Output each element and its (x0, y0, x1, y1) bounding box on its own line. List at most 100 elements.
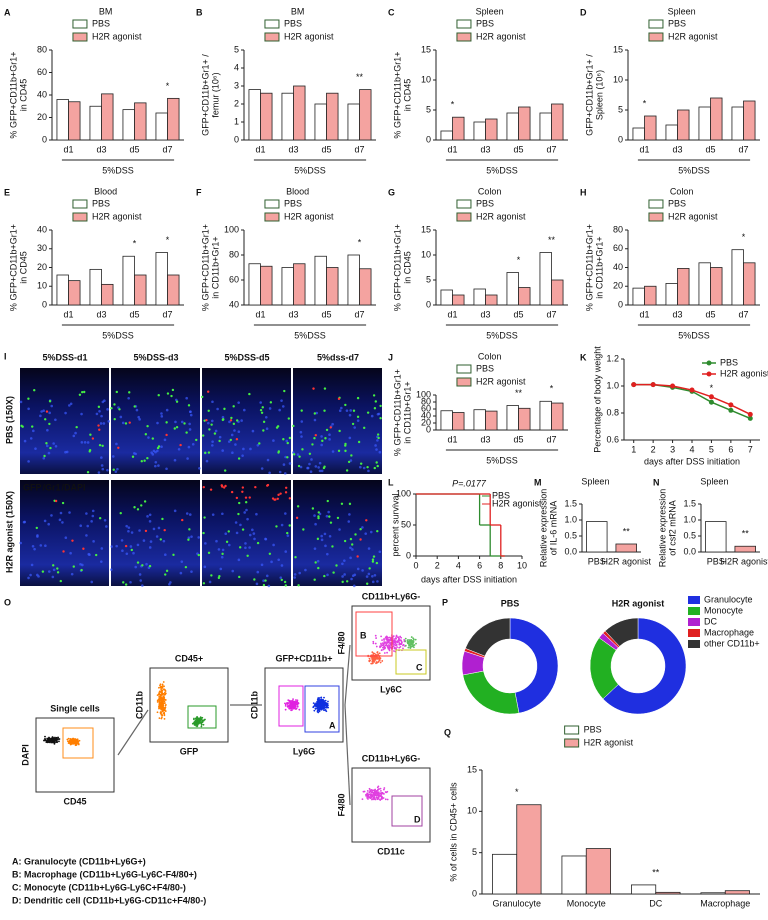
dapi-nucleus (288, 462, 292, 465)
event-dot (284, 703, 287, 706)
panel-letter: L (388, 477, 394, 487)
event-dot (369, 790, 371, 793)
dapi-nucleus (100, 547, 104, 550)
event-dot (382, 648, 385, 651)
event-dot (388, 648, 391, 650)
event-dot (193, 717, 195, 720)
dapi-nucleus (85, 512, 88, 515)
dapi-nucleus (189, 413, 193, 417)
chart-title: Blood (94, 186, 117, 196)
event-dot (292, 698, 294, 701)
plot-title: GFP+CD11b+ (275, 653, 332, 663)
dapi-nucleus (374, 444, 377, 447)
panel-letter: D (580, 7, 587, 17)
y-tick-label: 50 (401, 519, 411, 529)
dapi-nucleus (253, 537, 256, 541)
gfp-cell (371, 558, 375, 561)
event-dot (395, 637, 398, 640)
gr1-cell (241, 486, 245, 489)
micrograph (202, 480, 291, 586)
y-tick-label: 1.0 (606, 380, 619, 390)
gr1-cell (359, 538, 362, 541)
dapi-nucleus (231, 569, 235, 573)
gate-label: D (414, 814, 421, 824)
x-tick-label: d5 (129, 144, 139, 154)
event-dot (378, 652, 381, 655)
event-dot (314, 707, 317, 710)
dapi-nucleus (296, 453, 300, 456)
dapi-nucleus (142, 539, 146, 542)
data-point (650, 382, 656, 388)
event-dot (327, 700, 329, 703)
x-tick-label: 5 (709, 444, 714, 454)
legend-label: PBS (476, 198, 494, 208)
gr1-cell (163, 528, 166, 532)
event-dot (291, 709, 293, 711)
gfp-cell (232, 422, 236, 426)
y-tick-label: 5 (426, 104, 431, 114)
dapi-nucleus (34, 447, 37, 450)
gfp-cell (287, 417, 291, 420)
dapi-nucleus (39, 544, 43, 547)
event-dot (296, 699, 299, 702)
gr1-cell (273, 498, 276, 501)
bar (665, 124, 678, 141)
gfp-cell (379, 417, 382, 420)
gfp-cell (363, 426, 366, 430)
event-dot (67, 737, 70, 740)
dapi-nucleus (324, 544, 327, 548)
y-tick-label: 4 (234, 62, 239, 72)
event-dot (317, 700, 319, 703)
event-dot (393, 650, 395, 652)
dapi-nucleus (353, 426, 356, 429)
gfp-cell (204, 451, 207, 455)
event-dot (408, 644, 410, 647)
event-dot (395, 634, 398, 637)
dapi-nucleus (156, 449, 159, 453)
event-dot (296, 705, 299, 708)
x-tick-label: d5 (321, 309, 331, 319)
gfp-cell (173, 427, 176, 430)
y-axis-label: GFP+CD11b+Gr1+ / (584, 54, 594, 136)
bar (101, 283, 114, 306)
y-axis-label: DAPI (20, 744, 30, 766)
dapi-nucleus (278, 470, 282, 474)
dapi-nucleus (69, 402, 73, 406)
dapi-nucleus (154, 464, 157, 468)
event-dot (71, 741, 74, 744)
y-tick-label: 60 (421, 403, 431, 413)
y-tick-label: 10 (421, 74, 431, 84)
gfp-cell (164, 573, 167, 576)
x-tick-label: H2R agonist (601, 556, 651, 566)
dapi-nucleus (157, 464, 160, 467)
gfp-cell (359, 462, 363, 465)
gfp-cell (317, 511, 320, 514)
event-dot (368, 787, 371, 790)
gfp-cell (45, 442, 48, 445)
dapi-nucleus (211, 400, 214, 404)
bar (452, 116, 465, 141)
bar (518, 106, 531, 141)
dapi-nucleus (227, 440, 231, 443)
bar (724, 890, 750, 895)
gfp-cell (311, 507, 315, 510)
bar (506, 272, 519, 306)
dapi-nucleus (343, 559, 346, 562)
dapi-nucleus (177, 447, 181, 451)
x-tick-label: d7 (738, 309, 748, 319)
bar (155, 112, 168, 141)
gr1-cell (295, 516, 299, 520)
dapi-nucleus (188, 513, 192, 516)
y-axis-label: in CD45 (402, 79, 412, 112)
bar (473, 121, 486, 141)
x-tick-label: Monocyte (567, 898, 606, 908)
event-dot (159, 697, 162, 700)
event-dot (366, 796, 368, 799)
x-tick-label: d1 (255, 144, 265, 154)
event-dot (163, 707, 166, 710)
dapi-nucleus (64, 450, 67, 454)
x-tick-label: d3 (672, 309, 682, 319)
dapi-nucleus (135, 408, 139, 412)
y-tick-label: 40 (37, 89, 47, 99)
bar (293, 263, 306, 306)
